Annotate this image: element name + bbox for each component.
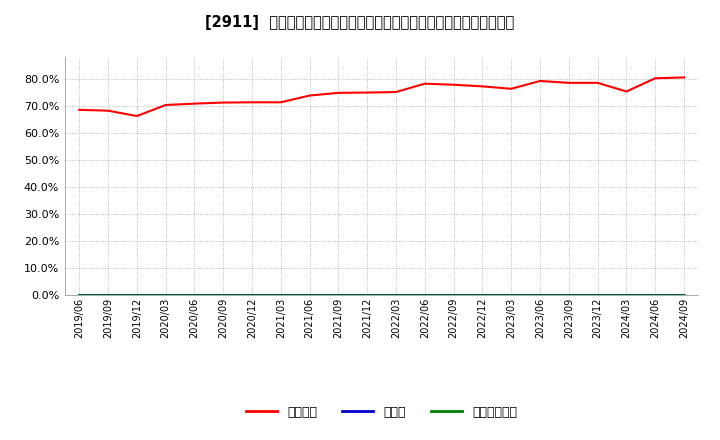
Legend: 自己資本, のれん, 繰延税金資産: 自己資本, のれん, 繰延税金資産 [241, 401, 522, 424]
Text: [2911]  自己資本、のれん、繰延税金資産の総資産に対する比率の推移: [2911] 自己資本、のれん、繰延税金資産の総資産に対する比率の推移 [205, 15, 515, 30]
